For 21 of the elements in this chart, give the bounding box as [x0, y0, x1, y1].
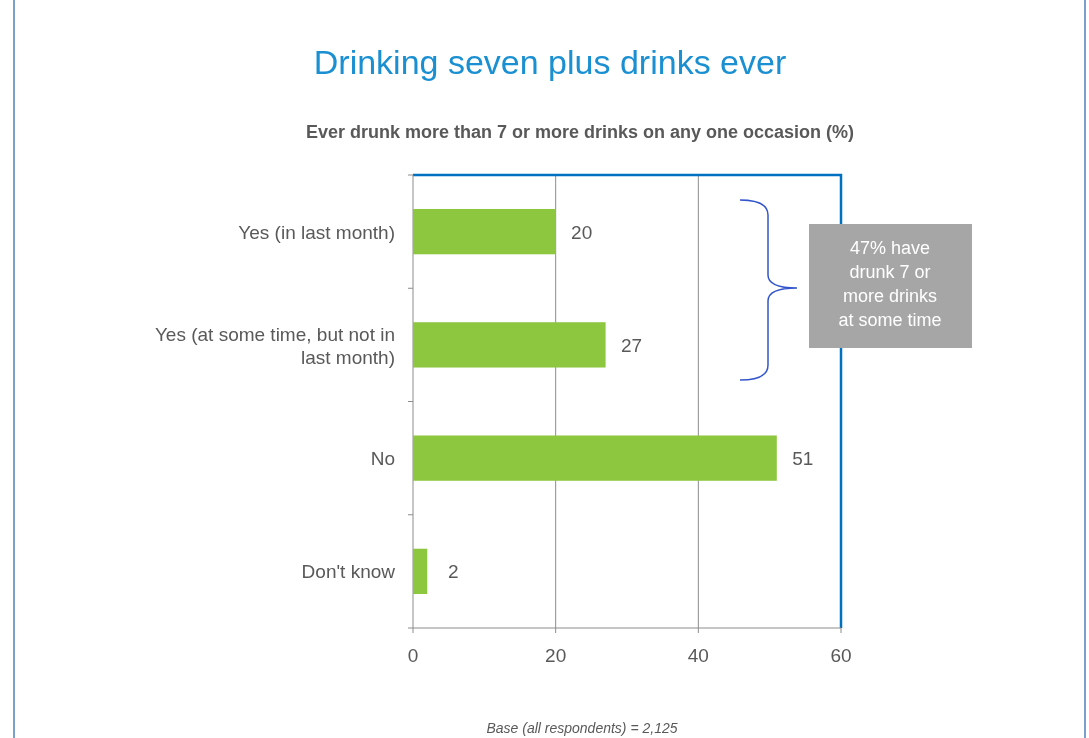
y-tick-label: Don't know — [301, 561, 396, 583]
data-label: 51 — [792, 448, 814, 470]
x-tick-label: 20 — [545, 645, 567, 666]
y-tick-label: Yes (at some time, but not in last month) — [154, 323, 395, 368]
chart-subtitle: Ever drunk more than 7 or more drinks on any one occasion (%) — [305, 122, 855, 142]
data-label: 27 — [621, 334, 643, 356]
chart-title: Drinking seven plus drinks ever — [313, 43, 787, 81]
x-tick-label: 60 — [830, 645, 852, 666]
data-label: 20 — [571, 221, 593, 243]
bar — [413, 208, 556, 255]
annotation: 47% have drunk 7 or more drinks at some time — [838, 238, 942, 330]
y-tick-label: No — [370, 448, 395, 470]
bar — [413, 322, 606, 368]
y-tick-label: Yes (in last month) — [238, 221, 395, 243]
text: Base (all respondents) = 2,125 — [486, 720, 678, 736]
bar — [413, 435, 777, 481]
data-label: 2 — [447, 561, 459, 583]
bar — [413, 548, 428, 595]
note-box: 47% have drunk 7 or more drinks at some time — [809, 224, 972, 348]
x-tick-label: 40 — [687, 645, 709, 666]
x-tick-label: 0 — [407, 645, 419, 666]
